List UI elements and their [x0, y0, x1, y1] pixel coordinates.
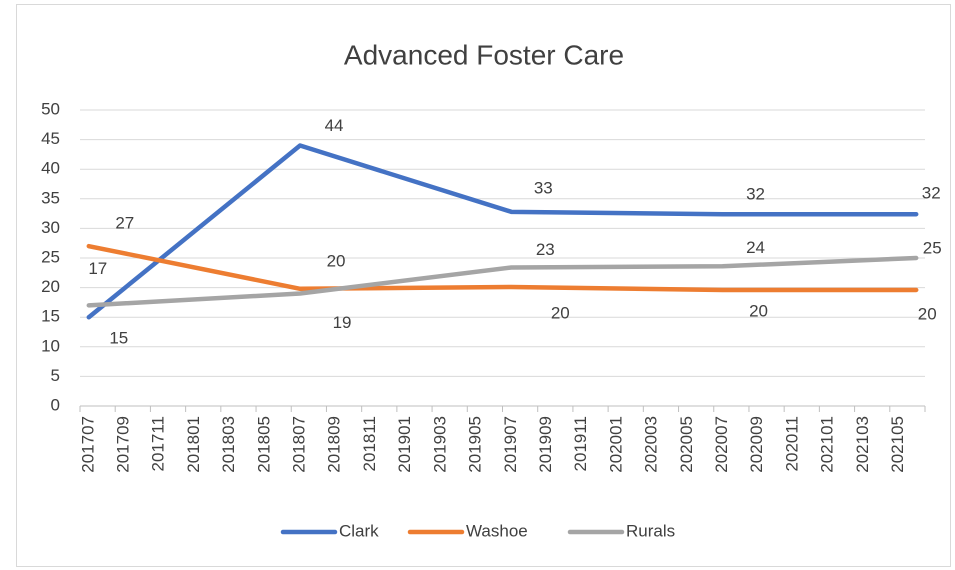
x-tick-label: 201803 — [219, 416, 238, 473]
data-label: 44 — [325, 116, 344, 135]
data-label: 19 — [333, 313, 352, 332]
data-label: 23 — [536, 240, 555, 259]
x-tick-label: 202103 — [853, 416, 872, 473]
x-tick-label: 201709 — [113, 416, 132, 473]
x-tick-label: 201801 — [184, 416, 203, 473]
data-label: 17 — [88, 259, 107, 278]
x-tick-label: 202005 — [677, 416, 696, 473]
chart-title: Advanced Foster Care — [344, 39, 624, 70]
data-label: 25 — [923, 238, 942, 257]
x-tick-label: 202007 — [712, 416, 731, 473]
x-tick-label: 202101 — [818, 416, 837, 473]
series-line — [86, 143, 919, 320]
x-tick-label: 201809 — [325, 416, 344, 473]
y-tick-label: 30 — [41, 218, 60, 237]
y-tick-label: 35 — [41, 188, 60, 207]
x-tick-label: 201711 — [149, 416, 168, 471]
legend-label: Washoe — [466, 521, 528, 540]
data-label: 15 — [109, 329, 128, 348]
series-line — [86, 243, 919, 293]
x-tick-label: 201811 — [360, 416, 379, 471]
x-tick-label: 201807 — [290, 416, 309, 473]
y-tick-label: 10 — [41, 336, 60, 355]
y-tick-label: 45 — [41, 129, 60, 148]
data-label: 33 — [534, 178, 553, 197]
x-tick-label: 201901 — [395, 416, 414, 473]
x-tick-label: 201905 — [466, 416, 485, 473]
y-tick-label: 0 — [51, 395, 60, 414]
data-label: 27 — [115, 214, 134, 233]
series-line — [86, 255, 919, 308]
x-tick-label: 201909 — [536, 416, 555, 473]
y-tick-label: 5 — [51, 366, 60, 385]
x-tick-label: 202011 — [782, 416, 801, 471]
x-tick-label: 201707 — [78, 416, 97, 473]
data-label: 32 — [746, 185, 765, 204]
y-tick-label: 50 — [41, 99, 60, 118]
data-label: 32 — [922, 184, 941, 203]
y-tick-label: 15 — [41, 307, 60, 326]
data-label: 20 — [551, 303, 570, 322]
y-tick-label: 40 — [41, 159, 60, 178]
data-label: 20 — [918, 304, 937, 323]
legend-label: Rurals — [626, 521, 675, 540]
x-tick-label: 201911 — [571, 416, 590, 471]
data-label: 20 — [749, 301, 768, 320]
x-tick-label: 202001 — [606, 416, 625, 473]
x-tick-label: 202105 — [888, 416, 907, 473]
x-tick-label: 202009 — [747, 416, 766, 473]
x-tick-label: 202003 — [642, 416, 661, 473]
y-tick-label: 25 — [41, 247, 60, 266]
x-tick-label: 201805 — [254, 416, 273, 473]
x-tick-label: 201903 — [430, 416, 449, 473]
legend-label: Clark — [339, 521, 379, 540]
x-tick-label: 201907 — [501, 416, 520, 473]
data-label: 24 — [746, 238, 765, 257]
y-tick-label: 20 — [41, 277, 60, 296]
data-label: 20 — [327, 251, 346, 270]
